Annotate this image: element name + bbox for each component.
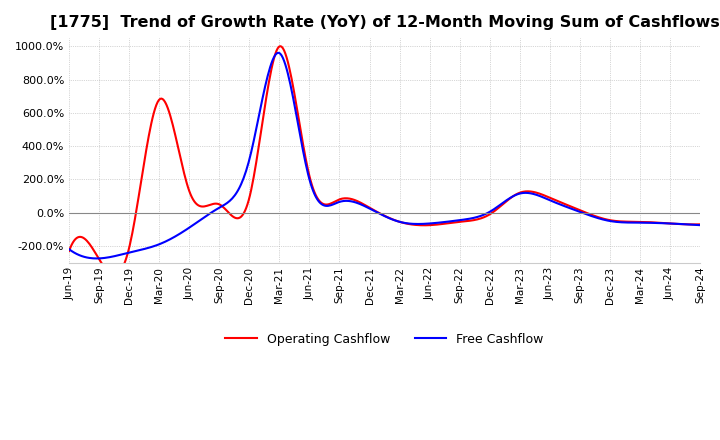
Operating Cashflow — [443, 221, 451, 226]
Operating Cashflow — [409, 222, 418, 227]
Free Cashflow — [585, 213, 593, 218]
Free Cashflow — [409, 221, 418, 227]
Operating Cashflow — [696, 222, 704, 227]
Free Cashflow — [371, 209, 379, 214]
Operating Cashflow — [371, 208, 379, 213]
Free Cashflow — [274, 50, 282, 55]
Line: Free Cashflow: Free Cashflow — [69, 53, 700, 258]
Operating Cashflow — [65, 248, 73, 253]
Operating Cashflow — [683, 222, 692, 227]
Title: [1775]  Trend of Growth Rate (YoY) of 12-Month Moving Sum of Cashflows: [1775] Trend of Growth Rate (YoY) of 12-… — [50, 15, 719, 30]
Legend: Operating Cashflow, Free Cashflow: Operating Cashflow, Free Cashflow — [220, 327, 549, 351]
Free Cashflow — [93, 256, 102, 261]
Operating Cashflow — [367, 206, 376, 211]
Free Cashflow — [683, 222, 692, 227]
Line: Operating Cashflow: Operating Cashflow — [69, 46, 700, 275]
Operating Cashflow — [585, 211, 593, 216]
Free Cashflow — [696, 223, 704, 228]
Free Cashflow — [443, 219, 451, 224]
Operating Cashflow — [110, 272, 119, 278]
Free Cashflow — [367, 207, 376, 212]
Free Cashflow — [65, 246, 73, 252]
Operating Cashflow — [276, 44, 284, 49]
